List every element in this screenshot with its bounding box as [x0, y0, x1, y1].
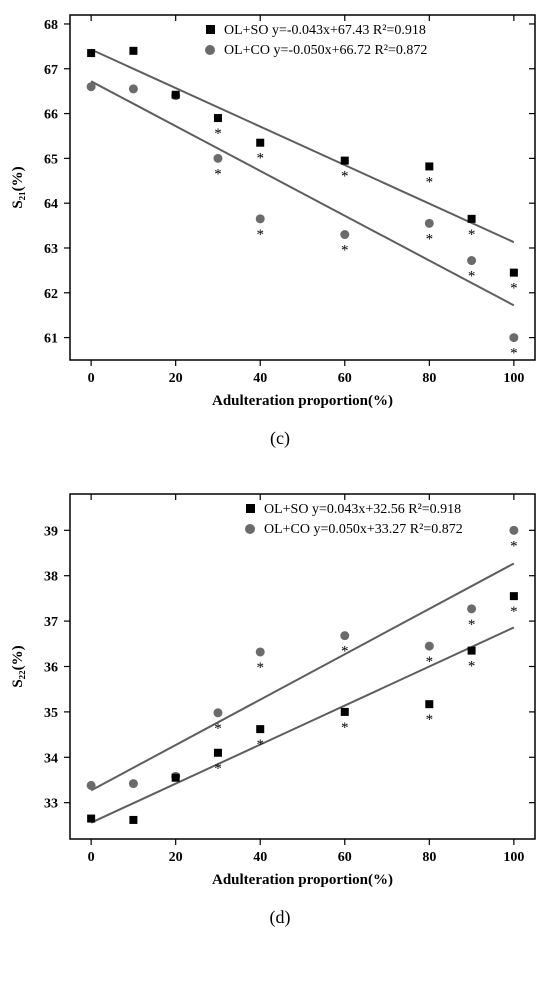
svg-text:63: 63 — [44, 242, 58, 257]
svg-text:20: 20 — [169, 850, 183, 865]
svg-text:*: * — [256, 227, 264, 243]
svg-text:*: * — [468, 269, 476, 285]
svg-text:67: 67 — [44, 63, 58, 78]
svg-text:39: 39 — [44, 524, 58, 539]
svg-text:S₂₁(%): S₂₁(%) — [10, 166, 26, 208]
svg-text:*: * — [214, 761, 222, 777]
svg-text:100: 100 — [503, 850, 524, 865]
svg-text:80: 80 — [422, 371, 436, 386]
chart-c-container: 0 20 40 60 80 100 61 62 63 64 65 66 67 68 Adulteration… — [0, 0, 560, 449]
svg-text:*: * — [426, 231, 434, 247]
svg-text:*: * — [341, 720, 349, 736]
svg-text:35: 35 — [44, 706, 58, 721]
svg-text:OL+SO y=0.043x+32.56 R²=0.918: OL+SO y=0.043x+32.56 R²=0.918 — [264, 502, 461, 517]
svg-text:*: * — [468, 227, 476, 243]
svg-text:33: 33 — [44, 797, 58, 812]
svg-text:*: * — [256, 660, 264, 676]
svg-text:*: * — [341, 169, 349, 185]
svg-text:0: 0 — [88, 850, 95, 865]
chart-c: 0 20 40 60 80 100 61 62 63 64 65 66 67 68 Adulteration… — [0, 0, 560, 420]
svg-text:*: * — [426, 174, 434, 190]
svg-text:38: 38 — [44, 570, 58, 585]
svg-text:40: 40 — [253, 850, 267, 865]
caption-d: (d) — [0, 907, 560, 928]
svg-text:*: * — [256, 737, 264, 753]
svg-text:OL+SO y=-0.043x+67.43 R²=0.918: OL+SO y=-0.043x+67.43 R²=0.918 — [224, 23, 426, 38]
svg-text:Adulteration proportion(%): Adulteration proportion(%) — [212, 872, 393, 888]
svg-text:40: 40 — [253, 371, 267, 386]
svg-text:Adulteration proportion(%): Adulteration proportion(%) — [212, 393, 393, 409]
svg-text:62: 62 — [44, 287, 58, 302]
svg-text:80: 80 — [422, 850, 436, 865]
svg-text:37: 37 — [44, 615, 58, 630]
caption-c: (c) — [0, 428, 560, 449]
svg-text:*: * — [510, 281, 518, 297]
svg-text:*: * — [510, 538, 518, 554]
svg-text:*: * — [214, 126, 222, 142]
svg-text:*: * — [214, 166, 222, 182]
svg-text:*: * — [426, 654, 434, 670]
svg-text:0: 0 — [88, 371, 95, 386]
chart-d: 0 20 40 60 80 100 33 34 35 36 37 38 39 Adulteration p… — [0, 479, 560, 899]
svg-text:60: 60 — [338, 371, 352, 386]
svg-text:*: * — [510, 346, 518, 362]
svg-text:60: 60 — [338, 850, 352, 865]
svg-text:*: * — [341, 644, 349, 660]
svg-text:34: 34 — [44, 751, 58, 766]
svg-text:68: 68 — [44, 18, 58, 33]
svg-text:*: * — [468, 617, 476, 633]
svg-text:20: 20 — [169, 371, 183, 386]
svg-text:*: * — [426, 712, 434, 728]
svg-text:OL+CO y=-0.050x+66.72 R²=0.872: OL+CO y=-0.050x+66.72 R²=0.872 — [224, 43, 427, 58]
chart-d-container: 0 20 40 60 80 100 33 34 35 36 37 38 39 Adulteration p… — [0, 479, 560, 928]
svg-text:64: 64 — [44, 197, 58, 212]
svg-text:OL+CO y=0.050x+33.27 R²=0.872: OL+CO y=0.050x+33.27 R²=0.872 — [264, 522, 463, 537]
svg-text:*: * — [256, 151, 264, 167]
svg-text:*: * — [510, 604, 518, 620]
svg-text:*: * — [468, 659, 476, 675]
svg-text:*: * — [341, 243, 349, 259]
svg-text:S₂₂(%): S₂₂(%) — [10, 645, 26, 687]
svg-text:100: 100 — [503, 371, 524, 386]
svg-text:65: 65 — [44, 152, 58, 167]
svg-text:61: 61 — [44, 332, 58, 347]
svg-text:36: 36 — [44, 661, 58, 676]
svg-text:*: * — [214, 721, 222, 737]
svg-text:66: 66 — [44, 108, 58, 123]
